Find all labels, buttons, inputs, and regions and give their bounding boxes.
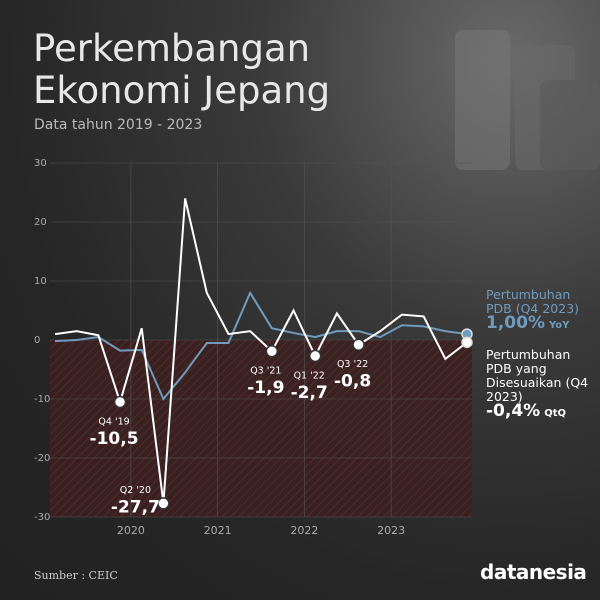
x-tick-label: 2021 — [204, 524, 232, 537]
value-label: -2,7 — [291, 383, 328, 403]
y-tick-label: -30 — [34, 512, 50, 523]
point-label: Q1 '22 — [294, 370, 325, 381]
end-marker — [461, 336, 473, 349]
point-label: Q3 '22 — [337, 359, 368, 370]
latest-value: 1,00% — [486, 313, 545, 333]
point — [265, 344, 279, 358]
x-tick-label: 2023 — [377, 524, 405, 537]
subtitle: Data tahun 2019 - 2023 — [34, 117, 203, 133]
point — [308, 349, 322, 363]
line — [54, 290, 468, 401]
brand: datanesia — [480, 560, 587, 584]
value-label: -10,5 — [90, 429, 139, 449]
point-label: Q3 '21 — [250, 366, 281, 377]
y-tick-label: -20 — [34, 453, 50, 464]
latest-unit: YoY — [548, 320, 570, 331]
point-label: Q4 '19 — [98, 416, 129, 427]
value-label: -1,9 — [247, 378, 284, 398]
point — [113, 395, 127, 409]
point-label: Q2 '20 — [120, 485, 151, 496]
legend-entry: Pertumbuhan PDB (Q4 2023) 1,00% YoY — [486, 288, 591, 333]
title: Perkembangan Ekonomi Jepang — [33, 27, 331, 112]
x-tick-label: 2020 — [117, 524, 145, 537]
x-tick-label: 2022 — [290, 524, 318, 537]
source: Sumber : CEIC — [34, 569, 118, 582]
legend-label: Pertumbuhan PDB (Q4 2023) — [486, 287, 580, 316]
point — [352, 338, 365, 351]
latest-unit: QtQ — [544, 408, 566, 419]
y-tick-label: 30 — [34, 158, 47, 169]
y-tick-label: 0 — [34, 335, 40, 346]
y-tick-label: 10 — [34, 276, 47, 287]
legend-label: Pertumbuhan PDB yang Disesuaikan (Q4 202… — [486, 347, 589, 404]
y-tick-label: -10 — [34, 394, 50, 405]
latest-value: -0,4% — [486, 401, 541, 421]
y-tick-label: 20 — [34, 217, 47, 228]
line — [54, 198, 468, 504]
negative-region — [50, 340, 472, 517]
legend-entry: Pertumbuhan PDB yang Disesuaikan (Q4 202… — [486, 348, 591, 421]
decor — [455, 30, 600, 170]
value-label: -27,7 — [111, 497, 160, 517]
value-label: -0,8 — [334, 372, 371, 392]
point — [157, 497, 170, 510]
